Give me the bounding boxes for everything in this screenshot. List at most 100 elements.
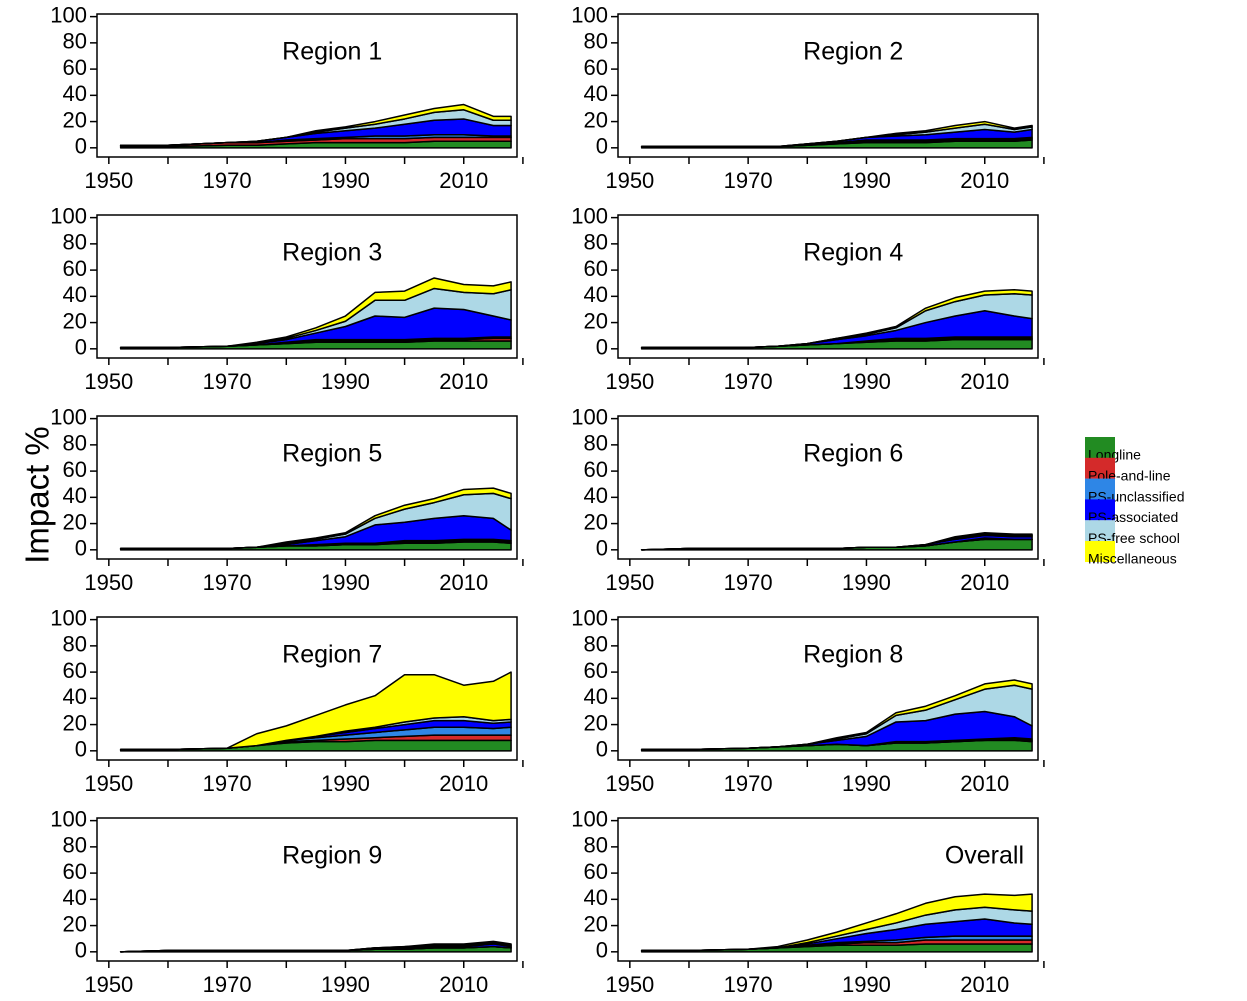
- panel-title: Region 7: [282, 641, 382, 669]
- x-tick-label: 1990: [842, 972, 891, 997]
- y-tick-label: 40: [63, 483, 87, 508]
- plot-frame: [617, 13, 1039, 158]
- legend-label: Miscellaneous: [1088, 551, 1177, 567]
- x-tick-label: 1950: [605, 771, 654, 796]
- x-tick-label: 1990: [842, 570, 891, 595]
- y-tick-label: 100: [571, 806, 608, 831]
- panel-title: Region 9: [282, 842, 382, 870]
- y-tick-label: 80: [584, 632, 608, 657]
- y-tick-label: 20: [63, 710, 87, 735]
- x-tick-label: 1970: [724, 771, 773, 796]
- y-tick-label: 20: [584, 107, 608, 132]
- y-tick-label: 0: [75, 536, 87, 561]
- y-tick-label: 40: [63, 81, 87, 106]
- y-tick-label: 80: [63, 431, 87, 456]
- panel-title: Overall: [945, 842, 1024, 870]
- y-tick-label: 20: [584, 509, 608, 534]
- y-tick-label: 40: [584, 684, 608, 709]
- plot-frame: [96, 13, 518, 158]
- x-tick-label: 1950: [84, 570, 133, 595]
- plot-frame: [96, 214, 518, 359]
- y-tick-label: 0: [596, 938, 608, 963]
- x-tick-label: 2010: [439, 771, 488, 796]
- y-tick-label: 20: [584, 911, 608, 936]
- x-tick-label: 1970: [724, 168, 773, 193]
- x-tick-label: 1990: [321, 771, 370, 796]
- y-tick-label: 80: [63, 230, 87, 255]
- x-tick-label: 1990: [842, 168, 891, 193]
- x-tick-label: 1990: [842, 771, 891, 796]
- y-tick-label: 20: [584, 308, 608, 333]
- x-tick-label: 1990: [321, 168, 370, 193]
- area: [119, 277, 512, 349]
- y-tick-label: 0: [75, 737, 87, 762]
- panel-title: Region 3: [282, 239, 382, 267]
- y-tick-label: 100: [50, 404, 87, 429]
- y-tick-label: 80: [584, 833, 608, 858]
- legend-swatch: [1085, 520, 1115, 542]
- x-tick-label: 1970: [724, 972, 773, 997]
- y-tick-label: 60: [584, 457, 608, 482]
- x-tick-label: 1970: [724, 570, 773, 595]
- x-tick-label: 1950: [605, 168, 654, 193]
- y-tick-label: 100: [571, 203, 608, 228]
- area: [119, 671, 512, 751]
- y-tick-label: 60: [63, 457, 87, 482]
- legend-swatch: [1085, 457, 1115, 479]
- y-tick-label: 80: [584, 431, 608, 456]
- x-tick-label: 1950: [84, 972, 133, 997]
- x-tick-label: 1970: [203, 771, 252, 796]
- x-tick-label: 1990: [321, 972, 370, 997]
- x-tick-label: 2010: [960, 369, 1009, 394]
- y-tick-label: 20: [63, 509, 87, 534]
- area: [640, 120, 1033, 148]
- plot-frame: [617, 616, 1039, 761]
- x-tick-label: 2010: [439, 570, 488, 595]
- y-tick-label: 60: [584, 658, 608, 683]
- plot-frame: [617, 817, 1039, 962]
- x-tick-label: 1950: [84, 369, 133, 394]
- y-tick-label: 100: [50, 2, 87, 27]
- y-tick-label: 80: [63, 29, 87, 54]
- x-tick-label: 2010: [960, 168, 1009, 193]
- plot-frame: [96, 616, 518, 761]
- y-tick-label: 0: [75, 335, 87, 360]
- y-tick-label: 80: [63, 833, 87, 858]
- x-tick-label: 1970: [203, 168, 252, 193]
- y-tick-label: 60: [584, 256, 608, 281]
- area: [640, 679, 1033, 751]
- x-tick-label: 2010: [960, 972, 1009, 997]
- y-tick-label: 40: [584, 81, 608, 106]
- x-tick-label: 2010: [960, 771, 1009, 796]
- x-tick-label: 1990: [321, 570, 370, 595]
- area: [640, 532, 1033, 551]
- y-tick-label: 80: [584, 230, 608, 255]
- panel-title: Region 4: [803, 239, 903, 267]
- y-tick-label: 100: [571, 2, 608, 27]
- y-tick-label: 0: [596, 536, 608, 561]
- x-tick-label: 2010: [439, 168, 488, 193]
- y-tick-label: 60: [584, 55, 608, 80]
- area: [640, 893, 1033, 952]
- y-tick-label: 60: [584, 859, 608, 884]
- y-tick-label: 40: [584, 282, 608, 307]
- panel-title: Region 2: [803, 38, 903, 66]
- x-tick-label: 1970: [203, 570, 252, 595]
- panel-title: Region 6: [803, 440, 903, 468]
- x-tick-label: 2010: [960, 570, 1009, 595]
- y-tick-label: 60: [63, 55, 87, 80]
- x-tick-label: 2010: [439, 369, 488, 394]
- area: [119, 487, 512, 550]
- y-tick-label: 100: [50, 203, 87, 228]
- y-tick-label: 20: [63, 107, 87, 132]
- panel-title: Region 8: [803, 641, 903, 669]
- area: [119, 940, 512, 953]
- y-tick-label: 100: [571, 605, 608, 630]
- plot-frame: [617, 415, 1039, 560]
